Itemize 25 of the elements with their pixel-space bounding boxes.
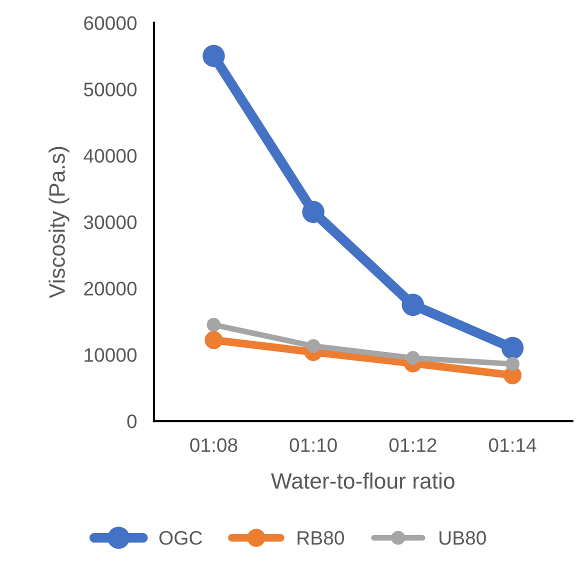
- y-tick-label: 0: [127, 414, 137, 428]
- x-axis-title: Water-to-flour ratio: [271, 472, 454, 489]
- x-tick-label: 01:08: [190, 438, 238, 452]
- y-axis-title: Viscosity (Pa.s): [48, 146, 70, 298]
- point: [501, 336, 524, 360]
- point: [302, 200, 324, 224]
- legend-label: UB80: [440, 531, 486, 545]
- legend-label: RB80: [298, 531, 344, 545]
- y-tick-label: 50000: [84, 82, 137, 96]
- point: [306, 339, 320, 353]
- point: [202, 44, 225, 68]
- x-tick-label: 01:14: [488, 438, 536, 452]
- y-tick-label: 10000: [84, 348, 137, 362]
- point: [402, 294, 424, 316]
- point: [506, 357, 520, 371]
- x-tick-label: 01:12: [389, 438, 436, 452]
- y-tick-label: 40000: [84, 148, 137, 163]
- point: [204, 331, 223, 350]
- legend-label: OGC: [159, 531, 202, 545]
- point: [206, 318, 221, 332]
- y-tick-label: 30000: [84, 215, 137, 230]
- y-tick-label: 20000: [84, 282, 137, 296]
- x-tick-label: 01:10: [290, 438, 337, 452]
- point: [406, 351, 420, 365]
- y-tick-label: 60000: [84, 16, 137, 30]
